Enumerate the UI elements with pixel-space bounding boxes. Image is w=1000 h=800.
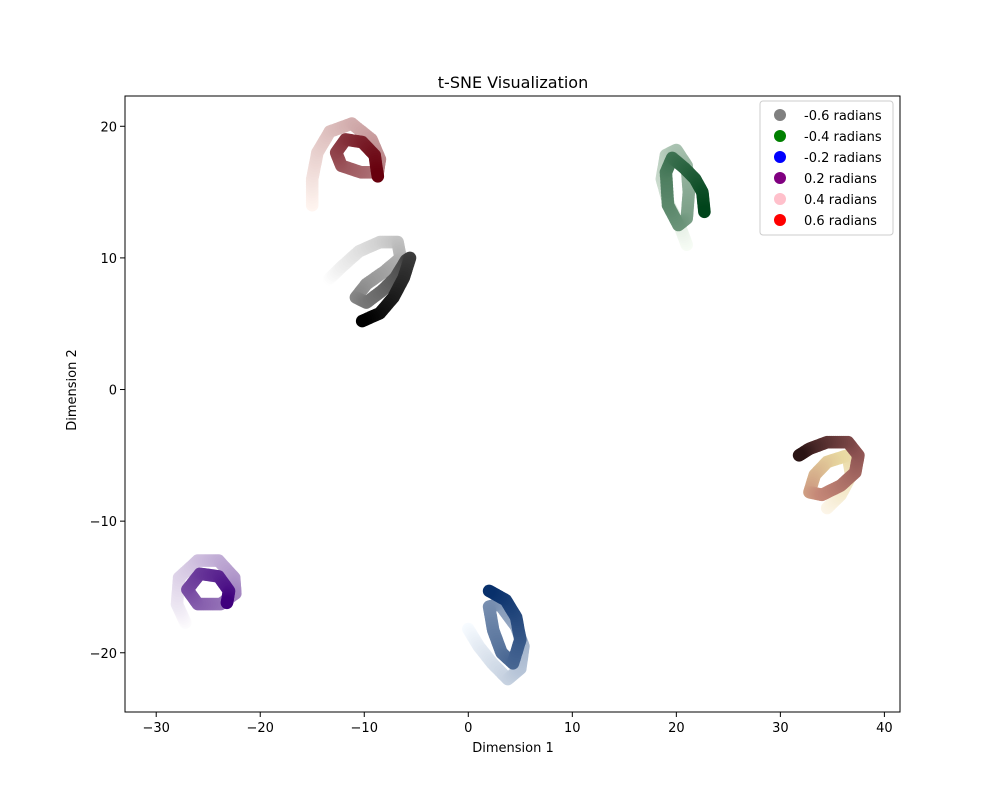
- legend-label: 0.4 radians: [804, 193, 877, 208]
- legend-marker: [774, 214, 786, 226]
- data-point: [220, 596, 234, 610]
- x-tick-label: 10: [564, 721, 581, 736]
- legend-marker: [774, 193, 786, 205]
- y-axis-title: Dimension 2: [65, 349, 80, 431]
- series-1: [321, 235, 417, 328]
- data-point: [355, 314, 369, 328]
- data-point: [482, 584, 496, 598]
- legend-label: 0.6 radians: [804, 214, 877, 229]
- chart-title: t-SNE Visualization: [438, 73, 588, 92]
- x-tick-label: −20: [247, 721, 274, 736]
- legend-marker: [774, 130, 786, 142]
- x-tick-label: 30: [772, 721, 789, 736]
- data-point: [371, 170, 385, 183]
- axes-frame: [124, 95, 901, 713]
- series-5: [792, 435, 865, 515]
- legend-marker: [774, 151, 786, 163]
- y-tick-label: 0: [109, 384, 117, 399]
- y-tick-label: −10: [90, 515, 117, 530]
- x-tick-label: 0: [464, 721, 472, 736]
- legend-label: -0.2 radians: [804, 151, 882, 166]
- x-tick-label: −10: [351, 721, 378, 736]
- y-tick-label: 10: [100, 252, 117, 267]
- series-2: [655, 143, 711, 251]
- x-tick-label: 40: [876, 721, 893, 736]
- series-4: [170, 554, 242, 629]
- x-tick-label: −30: [142, 721, 169, 736]
- legend-label: 0.2 radians: [804, 172, 877, 187]
- axes: −30 −20 −10 0 10 20 30 40 −20 −10 0 10 20: [90, 95, 901, 736]
- series-6: [305, 117, 387, 212]
- legend-marker: [774, 172, 786, 184]
- legend-label: -0.4 radians: [804, 130, 882, 145]
- x-axis-title: Dimension 1: [472, 741, 554, 756]
- legend-label: -0.6 radians: [804, 109, 882, 124]
- y-tick-label: −20: [90, 647, 117, 662]
- plot-area: [170, 117, 865, 686]
- legend-marker: [774, 109, 786, 121]
- series-3: [462, 584, 530, 686]
- data-point: [792, 449, 806, 462]
- x-tick-label: 20: [668, 721, 685, 736]
- legend-box: [759, 100, 894, 236]
- legend: -0.6 radians -0.4 radians -0.2 radians 0.2 …: [759, 100, 894, 236]
- y-tick-label: 20: [100, 120, 117, 135]
- data-point: [698, 205, 711, 219]
